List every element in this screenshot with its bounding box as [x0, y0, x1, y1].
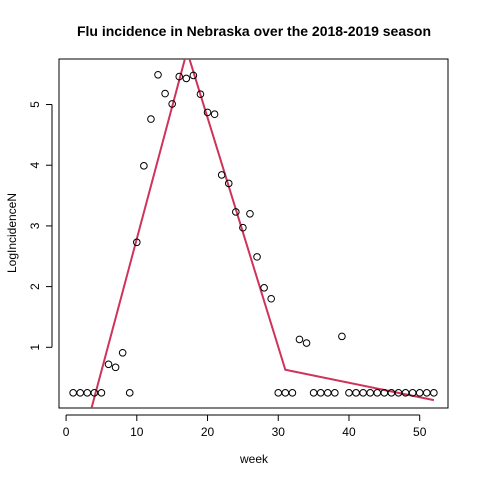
data-point	[196, 90, 205, 99]
data-point	[111, 363, 120, 372]
data-point	[430, 389, 438, 397]
data-point	[161, 89, 169, 98]
data-point	[125, 389, 134, 397]
data-point	[239, 223, 247, 232]
fit-line	[90, 59, 435, 408]
y-axis: 1 2 3 4 5	[28, 101, 53, 351]
x-tick-label: 30	[272, 425, 286, 439]
plot-frame	[58, 58, 449, 409]
x-tick-label: 40	[342, 425, 356, 439]
plot-area: 0 10 20 30 40 50 1 2 3 4 5	[28, 58, 449, 439]
data-point	[175, 72, 184, 81]
y-tick-label: 2	[28, 283, 42, 290]
data-point	[288, 389, 297, 397]
data-point	[154, 70, 162, 79]
fit-line-layer	[90, 59, 435, 408]
y-tick-label: 4	[28, 162, 42, 169]
x-axis-label: week	[239, 452, 269, 466]
data-point	[210, 110, 219, 119]
data-point	[97, 389, 106, 397]
y-axis-label: LogIncidenceN	[5, 193, 19, 273]
data-point	[253, 253, 261, 261]
chart-title: Flu incidence in Nebraska over the 2018-…	[77, 23, 431, 39]
y-tick-label: 3	[28, 222, 42, 229]
data-point	[217, 171, 226, 179]
data-point	[189, 71, 198, 80]
data-point	[104, 360, 113, 369]
x-tick-label: 20	[201, 425, 215, 439]
data-point	[147, 115, 155, 123]
x-tick-label: 0	[63, 425, 70, 439]
data-point	[331, 389, 339, 397]
x-tick-label: 10	[130, 425, 144, 439]
data-point	[232, 208, 240, 216]
x-axis: 0 10 20 30 40 50	[63, 414, 427, 439]
data-point	[182, 74, 191, 83]
data-point	[203, 108, 212, 117]
y-tick-label: 1	[28, 344, 42, 351]
data-point	[295, 335, 304, 344]
data-point	[338, 332, 346, 341]
data-point	[133, 238, 141, 247]
data-point	[267, 294, 275, 303]
points-layer	[69, 70, 438, 397]
data-point	[302, 339, 311, 347]
data-point	[246, 209, 254, 218]
y-tick-label: 5	[28, 101, 42, 108]
data-point	[118, 348, 127, 357]
data-point	[260, 284, 268, 292]
x-tick-label: 50	[413, 425, 427, 439]
data-point	[224, 179, 233, 188]
data-point	[140, 162, 148, 170]
data-point	[168, 100, 176, 108]
